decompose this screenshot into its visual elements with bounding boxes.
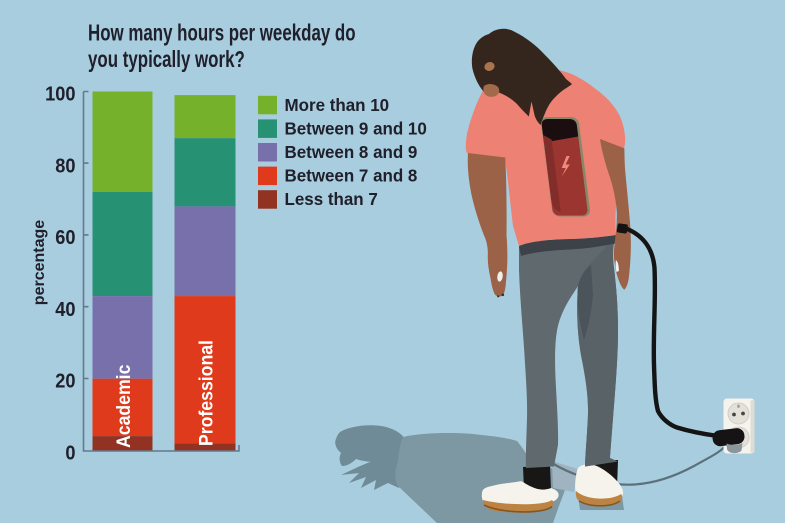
svg-text:Between 8 and 9: Between 8 and 9	[285, 142, 418, 162]
svg-text:Between 9 and 10: Between 9 and 10	[285, 118, 427, 138]
svg-text:Professional: Professional	[195, 340, 217, 446]
svg-text:0: 0	[65, 443, 75, 465]
svg-text:40: 40	[55, 299, 75, 321]
svg-text:80: 80	[55, 156, 75, 178]
svg-text:How many hours per weekday do: How many hours per weekday do	[88, 21, 356, 46]
svg-text:More than 10: More than 10	[285, 95, 390, 115]
svg-text:Less than 7: Less than 7	[285, 189, 378, 209]
svg-text:percentage: percentage	[31, 220, 48, 305]
svg-text:Between 7 and 8: Between 7 and 8	[285, 165, 418, 185]
svg-text:100: 100	[45, 84, 75, 106]
svg-text:Academic: Academic	[112, 365, 134, 448]
svg-text:you typically work?: you typically work?	[88, 48, 245, 73]
svg-text:20: 20	[55, 371, 75, 393]
svg-text:60: 60	[55, 227, 75, 249]
